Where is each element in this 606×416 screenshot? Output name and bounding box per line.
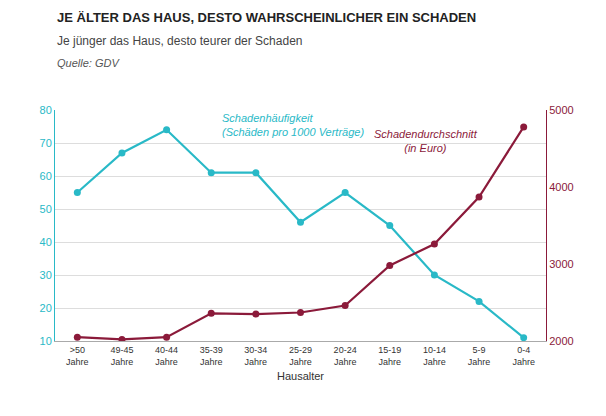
svg-text:10: 10 bbox=[40, 335, 52, 347]
svg-text:Schadenhäufigkeit(Schäden pro: Schadenhäufigkeit(Schäden pro 1000 Vertr… bbox=[222, 112, 364, 138]
svg-text:30-34Jahre: 30-34Jahre bbox=[244, 345, 267, 367]
svg-text:20-24Jahre: 20-24Jahre bbox=[334, 345, 357, 367]
svg-text:49-45Jahre: 49-45Jahre bbox=[110, 345, 133, 367]
svg-text:40-44Jahre: 40-44Jahre bbox=[155, 345, 178, 367]
svg-text:5-9Jahre: 5-9Jahre bbox=[468, 345, 491, 367]
svg-text:70: 70 bbox=[40, 137, 52, 149]
svg-text:25-29Jahre: 25-29Jahre bbox=[289, 345, 312, 367]
svg-text:2000: 2000 bbox=[549, 335, 573, 347]
svg-text:5000: 5000 bbox=[549, 104, 573, 116]
svg-text:30: 30 bbox=[40, 269, 52, 281]
svg-text:Hausalter: Hausalter bbox=[277, 370, 324, 382]
svg-text:10-14Jahre: 10-14Jahre bbox=[423, 345, 446, 367]
svg-text:JE ÄLTER DAS HAUS, DESTO WAHRS: JE ÄLTER DAS HAUS, DESTO WAHRSCHEINLICHE… bbox=[57, 10, 476, 25]
svg-text:0-4Jahre: 0-4Jahre bbox=[512, 345, 535, 367]
svg-text:40: 40 bbox=[40, 236, 52, 248]
svg-text:3000: 3000 bbox=[549, 258, 573, 270]
svg-text:Je jünger das Haus, desto teur: Je jünger das Haus, desto teurer der Sch… bbox=[57, 34, 302, 48]
svg-text:50: 50 bbox=[40, 203, 52, 215]
svg-text:35-39Jahre: 35-39Jahre bbox=[200, 345, 223, 367]
svg-text:Quelle: GDV: Quelle: GDV bbox=[57, 57, 120, 69]
svg-text:80: 80 bbox=[40, 104, 52, 116]
svg-text:15-19Jahre: 15-19Jahre bbox=[378, 345, 401, 367]
svg-text:>50Jahre: >50Jahre bbox=[66, 345, 89, 367]
svg-text:4000: 4000 bbox=[549, 181, 573, 193]
svg-text:Schadendurchschnitt(in Euro): Schadendurchschnitt(in Euro) bbox=[374, 128, 478, 154]
svg-text:20: 20 bbox=[40, 302, 52, 314]
svg-text:60: 60 bbox=[40, 170, 52, 182]
